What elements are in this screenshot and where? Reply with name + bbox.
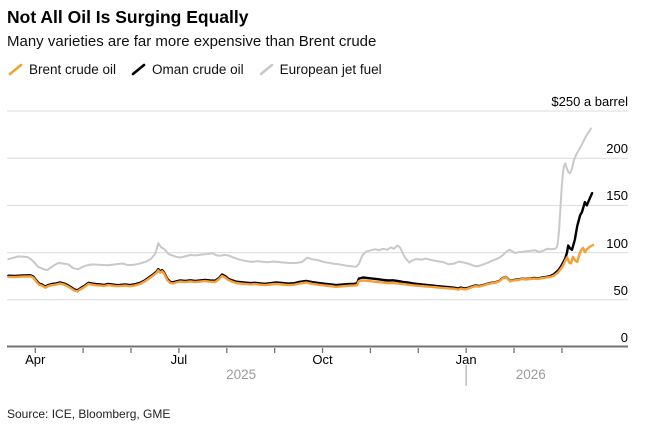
y-axis-label: 150 [606,188,628,204]
legend-item-brent: Brent crude oil [8,62,116,77]
legend-label: Brent crude oil [29,62,117,77]
series-line-brent-crude-oil [7,243,595,293]
y-axis-label: 200 [606,141,628,157]
legend-label: Oman crude oil [152,62,244,77]
y-axis-label: 100 [606,235,628,251]
year-label: 2025 [226,367,257,382]
x-axis-label: Apr [25,352,46,367]
year-label: 2026 [515,367,546,382]
legend: Brent crude oil Oman crude oil European … [8,62,382,77]
series-line-oman-crude-oil [7,191,594,292]
jet-fuel-line-swatch-icon [259,63,273,76]
y-axis-label: 0 [620,330,628,345]
legend-label: European jet fuel [279,62,382,77]
brent-line-swatch-icon [8,63,23,76]
legend-item-jet-fuel: European jet fuel [259,62,382,77]
x-axis-label: Oct [312,352,333,367]
x-axis-label: Jul [170,352,188,367]
page-title: Not All Oil Is Surging Equally [7,7,249,27]
oman-line-swatch-icon [131,63,146,76]
legend-item-oman: Oman crude oil [131,62,244,77]
series-line-european-jet-fuel [7,127,593,272]
source-attribution: Source: ICE, Bloomberg, GME [7,407,171,421]
y-axis-label: 50 [613,282,628,298]
x-axis-label: Jan [455,352,477,367]
y-axis-unit-label: $250 a barrel [551,94,628,109]
chart-subtitle: Many varieties are far more expensive th… [7,33,377,50]
